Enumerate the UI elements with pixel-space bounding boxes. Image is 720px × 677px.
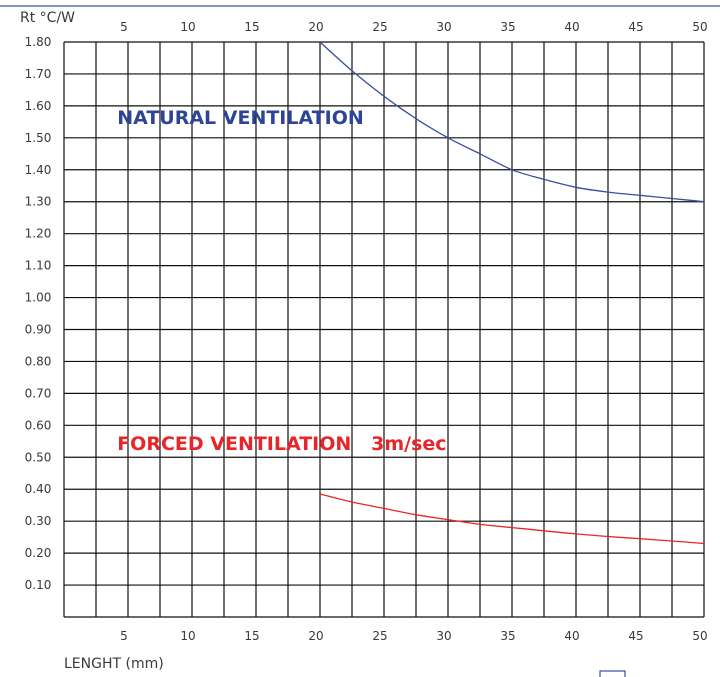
annotation-natural-ventilation: NATURAL VENTILATION [117, 107, 364, 129]
x-tick-label-top: 45 [628, 20, 643, 34]
x-tick-label-top: 10 [180, 20, 195, 34]
x-tick-label-top: 35 [500, 20, 515, 34]
x-tick-label: 30 [436, 629, 451, 643]
y-tick-label: 1.20 [25, 227, 52, 241]
x-tick-label: 40 [564, 629, 579, 643]
y-tick-label: 0.80 [25, 354, 52, 368]
y-tick-label: 1.10 [25, 259, 52, 273]
y-axis-ticks: 0.10 0.20 0.30 0.40 0.50 0.60 0.70 0.80 0.90 1.00… [25, 35, 52, 592]
y-tick-label: 1.40 [25, 163, 52, 177]
y-tick-label: 1.80 [25, 35, 52, 49]
x-tick-label: 20 [308, 629, 323, 643]
x-tick-label-top: 5 [120, 20, 128, 34]
y-tick-label: 0.20 [25, 546, 52, 560]
x-axis-ticks-bottom: 5 10 15 20 25 30 35 40 45 50 [120, 629, 707, 643]
x-tick-label-top: 30 [436, 20, 451, 34]
y-tick-label: 1.70 [25, 67, 52, 81]
series-line-natural-ventilation [319, 41, 705, 203]
x-tick-label-top: 15 [244, 20, 259, 34]
y-tick-label: 0.70 [25, 386, 52, 400]
x-tick-label: 35 [500, 629, 515, 643]
x-tick-label-top: 20 [308, 20, 323, 34]
annotation-forced-ventilation: FORCED VENTILATION 3m/sec [117, 433, 446, 455]
corner-box-icon [599, 670, 626, 677]
x-tick-label: 5 [120, 629, 128, 643]
x-axis-label: LENGHT (mm) [64, 656, 164, 672]
x-tick-label: 25 [372, 629, 387, 643]
x-tick-label-top: 25 [372, 20, 387, 34]
x-axis-ticks-top: 5 10 15 20 25 30 35 40 45 50 [120, 20, 707, 34]
y-tick-label: 0.90 [25, 323, 52, 337]
x-tick-label-top: 50 [692, 20, 707, 34]
y-tick-label: 0.60 [25, 418, 52, 432]
x-tick-label-top: 40 [564, 20, 579, 34]
y-tick-label: 1.00 [25, 291, 52, 305]
y-tick-label: 1.50 [25, 131, 52, 145]
y-tick-label: 0.30 [25, 514, 52, 528]
x-tick-label: 45 [628, 629, 643, 643]
y-tick-label: 1.30 [25, 195, 52, 209]
x-tick-label: 10 [180, 629, 195, 643]
series-line-forced-ventilation [319, 493, 705, 545]
x-tick-label: 50 [692, 629, 707, 643]
annotations: NATURAL VENTILATION FORCED VENTILATION 3m… [117, 107, 446, 455]
grid [63, 41, 705, 618]
y-tick-label: 1.60 [25, 99, 52, 113]
x-tick-label: 15 [244, 629, 259, 643]
y-tick-label: 0.50 [25, 450, 52, 464]
y-tick-label: 0.40 [25, 482, 52, 496]
series-group [319, 41, 705, 545]
y-tick-label: 0.10 [25, 578, 52, 592]
y-axis-label: Rt °C/W [20, 10, 75, 26]
